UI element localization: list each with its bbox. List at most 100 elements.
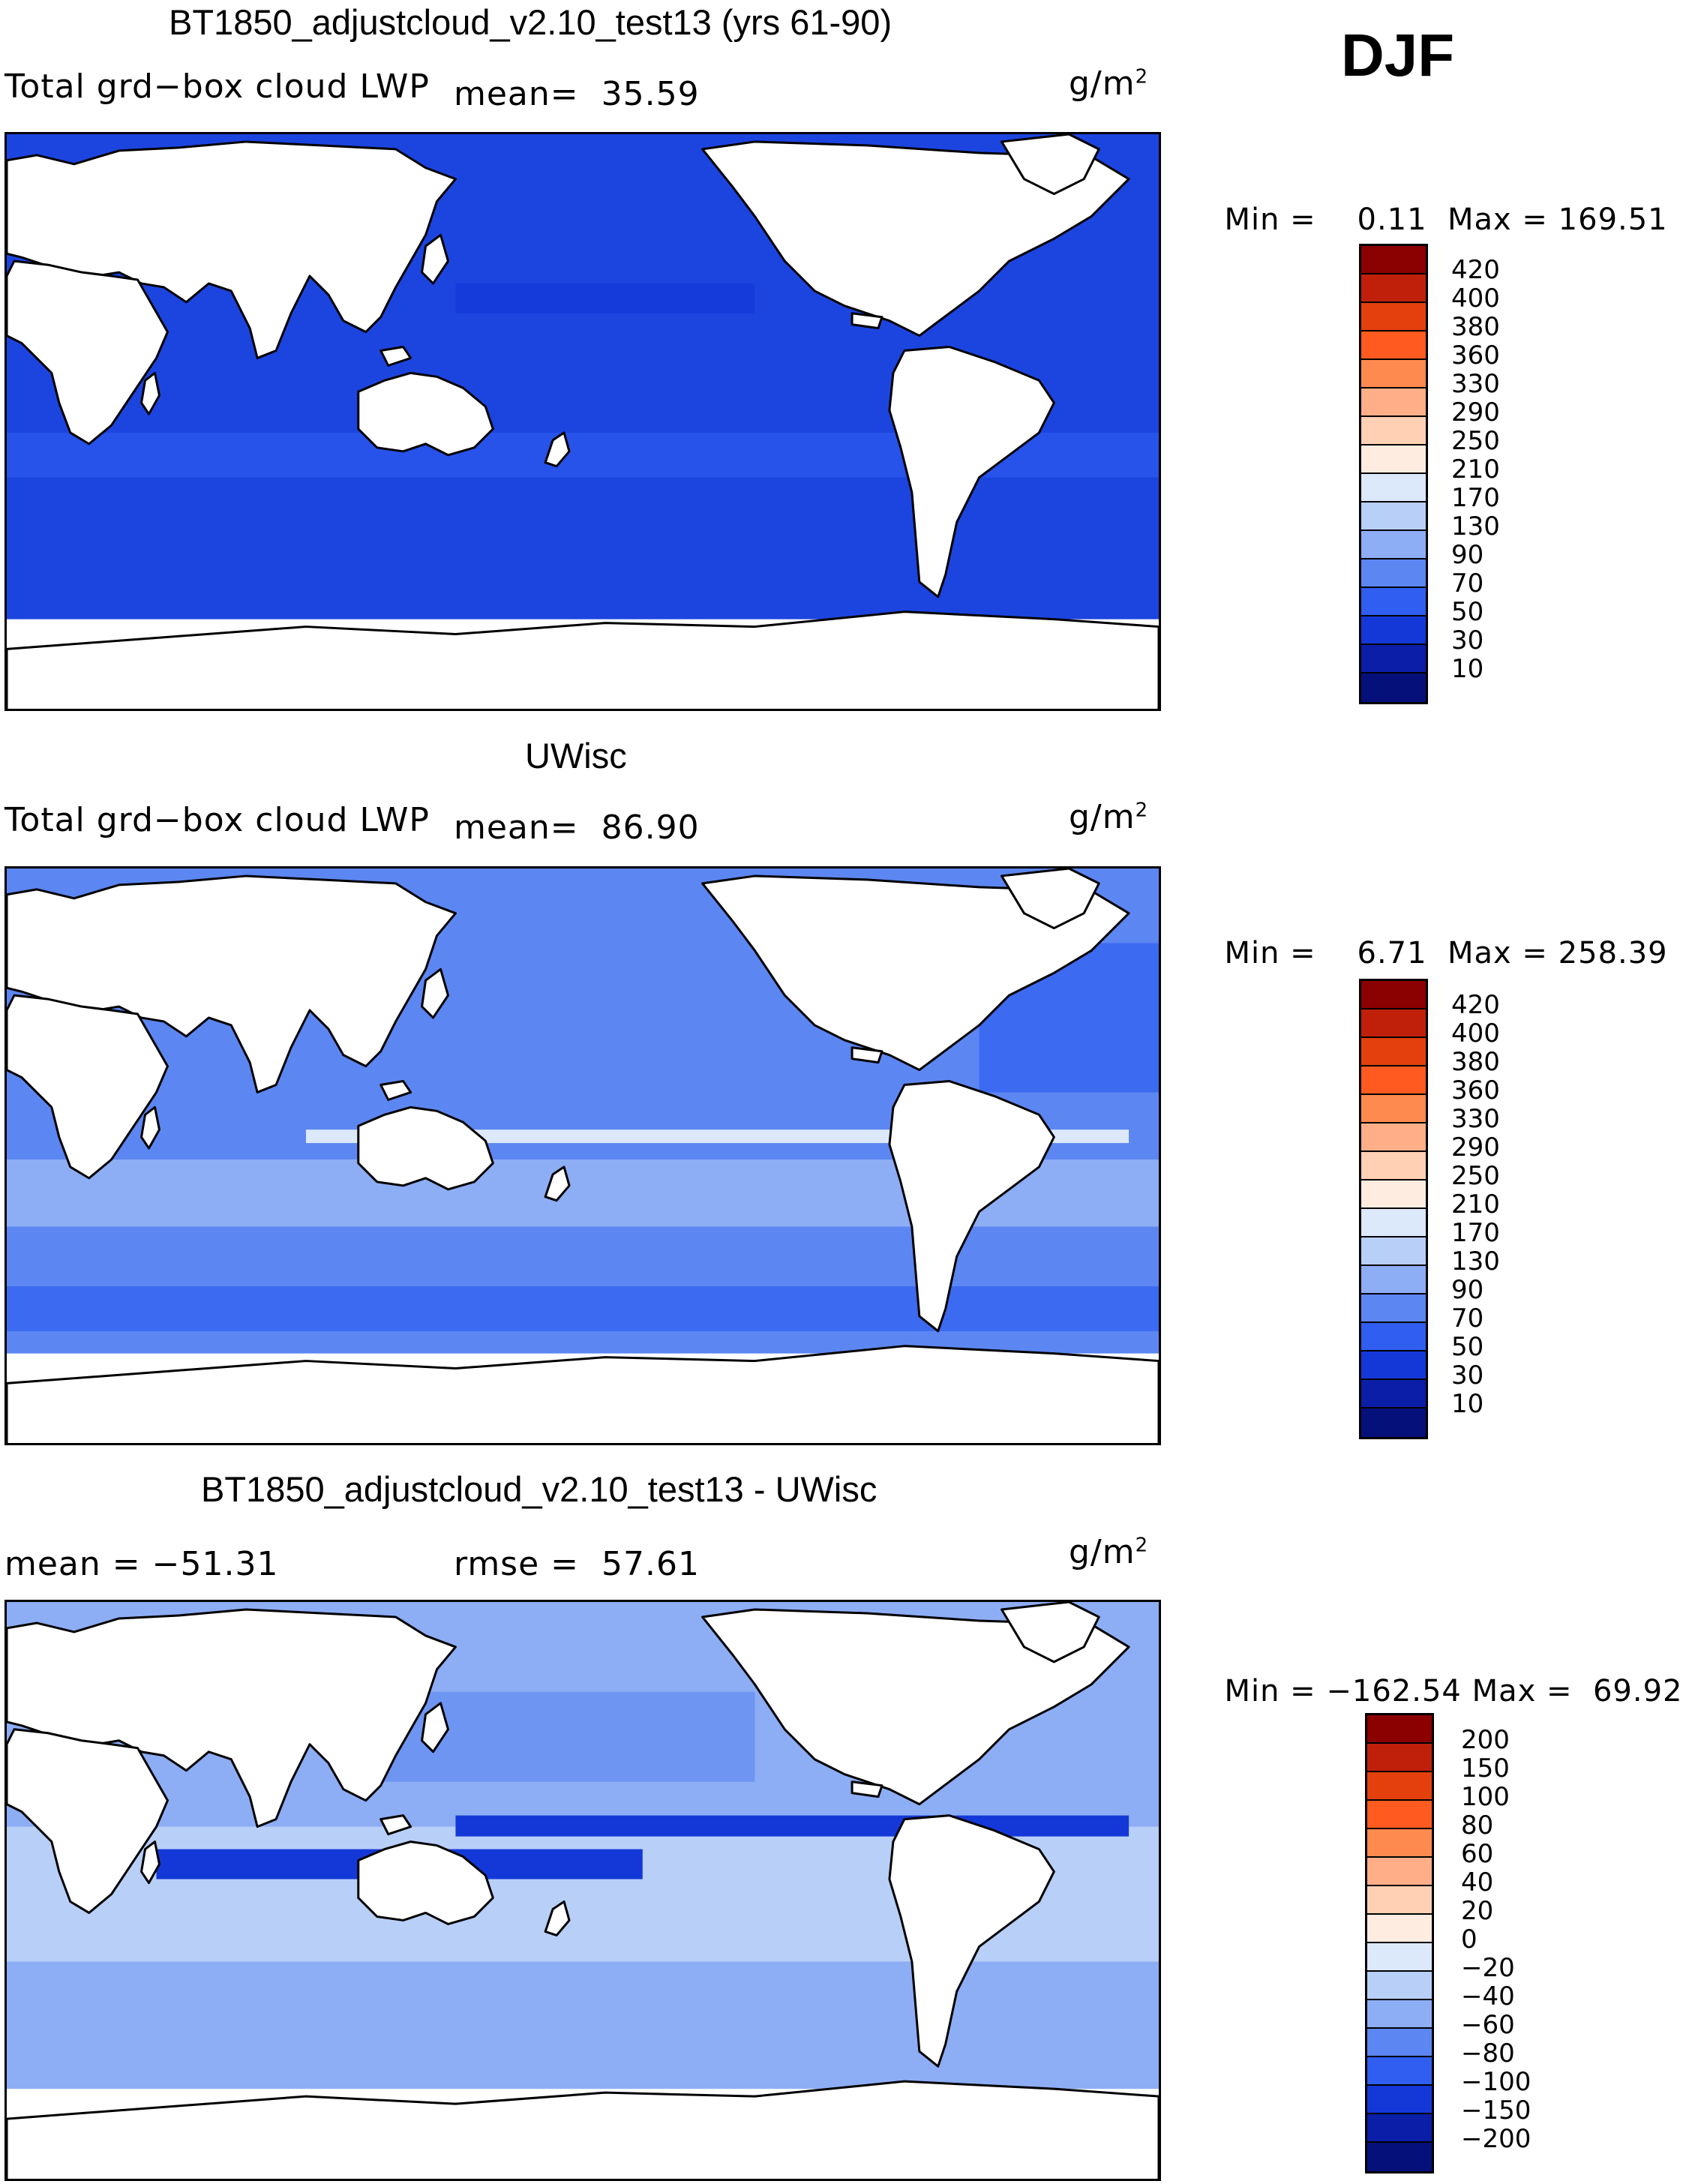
panel2-max-value: 258.39	[1558, 936, 1668, 970]
panel2-colorbar	[1359, 979, 1428, 1439]
panel2-mean-value: 86.90	[601, 808, 700, 847]
colorbar-cell	[1361, 645, 1426, 674]
panel3-colorbar	[1365, 1713, 1434, 2174]
panel3-map	[4, 1600, 1161, 2181]
colorbar-tick-label: 420	[1451, 255, 1500, 285]
panel2-map-svg	[7, 868, 1159, 1443]
panel2-units-text: g/m	[1069, 798, 1136, 836]
colorbar-cell	[1361, 1066, 1426, 1095]
panel1-min-value: 0.11	[1357, 202, 1427, 237]
colorbar-tick-label: 360	[1451, 1076, 1500, 1106]
colorbar-cell	[1361, 417, 1426, 446]
colorbar-tick-label: 170	[1451, 1218, 1500, 1248]
colorbar-cell	[1361, 1238, 1426, 1266]
colorbar-cell	[1361, 1038, 1426, 1066]
panel1-max-label: Max =	[1448, 202, 1548, 237]
colorbar-tick-label: 70	[1451, 1304, 1484, 1334]
colorbar-cell	[1361, 274, 1426, 303]
panel1-units-exp: 2	[1135, 65, 1149, 88]
colorbar-tick-label: 100	[1461, 1782, 1510, 1812]
panel2-units-exp: 2	[1135, 799, 1149, 822]
colorbar-tick-label: 380	[1451, 1047, 1500, 1077]
colorbar-cell	[1361, 616, 1426, 645]
panel1-minmax: Min = 0.11 Max = 169.51	[1204, 168, 1668, 237]
panel2-map	[4, 866, 1161, 1445]
panel3-units-text: g/m	[1069, 1533, 1136, 1571]
colorbar-tick-label: 360	[1451, 340, 1500, 370]
panel3-map-svg	[7, 1602, 1159, 2179]
colorbar-tick-label: 210	[1451, 454, 1500, 484]
colorbar-cell	[1361, 1010, 1426, 1038]
colorbar-tick-label: 90	[1451, 1275, 1484, 1305]
colorbar-cell	[1361, 1352, 1426, 1380]
colorbar-tick-label: 130	[1451, 1246, 1500, 1276]
colorbar-cell	[1367, 1801, 1432, 1829]
colorbar-cell	[1361, 1095, 1426, 1124]
panel1-mean-label: mean=	[454, 75, 579, 113]
panel2-mean-label: mean=	[454, 808, 579, 847]
colorbar-tick-label: 50	[1451, 597, 1484, 627]
colorbar-cell	[1361, 1323, 1426, 1352]
colorbar-cell	[1367, 2057, 1432, 2086]
panel3-rmse-value: 57.61	[602, 1545, 700, 1583]
colorbar-cell	[1367, 1829, 1432, 1858]
colorbar-cell	[1367, 1715, 1432, 1744]
colorbar-tick-label: 250	[1451, 1161, 1500, 1191]
colorbar-cell	[1361, 531, 1426, 560]
panel3-max-value: 69.92	[1592, 1674, 1683, 1708]
colorbar-cell	[1361, 446, 1426, 474]
colorbar-cell	[1361, 360, 1426, 388]
colorbar-cell	[1361, 1266, 1426, 1294]
colorbar-cell	[1361, 981, 1426, 1010]
panel3-max-label: Max =	[1472, 1674, 1573, 1708]
colorbar-cell	[1361, 474, 1426, 502]
panel1-min-label: Min =	[1224, 202, 1316, 237]
colorbar-tick-label: 400	[1451, 284, 1500, 314]
panel2-min-label: Min =	[1224, 936, 1316, 970]
colorbar-tick-label: 330	[1451, 369, 1500, 399]
panel1-map-svg	[7, 134, 1159, 709]
colorbar-tick-label: 250	[1451, 426, 1500, 456]
colorbar-tick-label: 30	[1451, 1360, 1484, 1390]
panel3-rmse: rmse = 57.61	[454, 1545, 700, 1583]
colorbar-tick-label: 290	[1451, 1132, 1500, 1162]
colorbar-cell	[1361, 388, 1426, 417]
colorbar-tick-label: −40	[1461, 1982, 1515, 2012]
colorbar-tick-label: 420	[1451, 990, 1500, 1020]
colorbar-cell	[1361, 1180, 1426, 1209]
colorbar-tick-label: 30	[1451, 626, 1484, 656]
colorbar-tick-label: 20	[1461, 1896, 1494, 1926]
colorbar-cell	[1361, 1380, 1426, 1408]
panel3-mean: mean = −51.31	[4, 1545, 278, 1583]
colorbar-cell	[1361, 674, 1426, 702]
panel3-units-exp: 2	[1135, 1534, 1149, 1557]
colorbar-tick-label: −60	[1461, 2010, 1515, 2040]
colorbar-cell	[1361, 332, 1426, 360]
colorbar-tick-label: 150	[1461, 1754, 1510, 1784]
panel3-units: g/m2	[1069, 1533, 1148, 1571]
colorbar-cell	[1361, 588, 1426, 616]
colorbar-tick-label: 70	[1451, 568, 1484, 598]
panel1-colorbar	[1359, 244, 1428, 704]
colorbar-tick-label: −150	[1461, 2096, 1532, 2126]
colorbar-tick-label: 380	[1451, 312, 1500, 342]
panel2-colorbar-ticks: 420 400 380 360 330 290 250 210 170 130 90 70 50 30 10	[1451, 990, 1541, 1440]
season-label: DJF	[1341, 22, 1455, 88]
panel3-minmax: Min = −162.54 Max = 69.92	[1204, 1640, 1682, 1708]
colorbar-cell	[1361, 303, 1426, 332]
colorbar-cell	[1367, 1915, 1432, 1943]
colorbar-tick-label: −100	[1461, 2067, 1532, 2097]
colorbar-cell	[1361, 502, 1426, 531]
colorbar-cell	[1367, 2114, 1432, 2143]
panel2-min-value: 6.71	[1357, 936, 1427, 970]
panel1-map	[4, 132, 1161, 711]
panel3-title: BT1850_adjustcloud_v2.10_test13 - UWisc	[201, 1469, 878, 1509]
colorbar-tick-label: 10	[1451, 654, 1484, 684]
colorbar-cell	[1367, 1744, 1432, 1772]
colorbar-cell	[1367, 1972, 1432, 2000]
panel2-max-label: Max =	[1448, 936, 1548, 970]
colorbar-tick-label: 90	[1451, 540, 1484, 570]
colorbar-tick-label: 400	[1451, 1018, 1500, 1048]
colorbar-cell	[1367, 2029, 1432, 2057]
panel3-mean-value: −51.31	[152, 1545, 279, 1583]
